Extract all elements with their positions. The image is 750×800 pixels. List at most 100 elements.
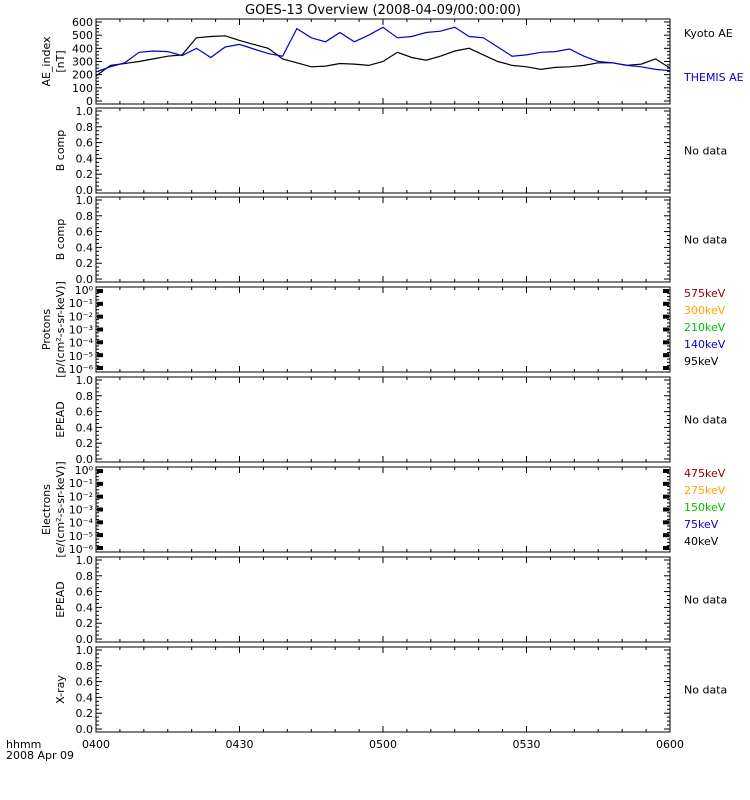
- y-tick-label: 0.0: [76, 184, 94, 197]
- y-tick-label: 0.8: [76, 210, 94, 223]
- log-edge-mark: [97, 366, 103, 370]
- y-tick-label: 1.0: [76, 105, 94, 118]
- channel-legend-150keV: 150keV: [684, 501, 726, 514]
- channel-legend-40keV: 40keV: [684, 535, 719, 548]
- y-tick-label: 1.0: [76, 644, 94, 657]
- series-legend-1: THEMIS AE: [683, 71, 744, 84]
- y-tick-label: 0.6: [76, 137, 94, 150]
- panel-frame: [95, 286, 671, 373]
- y-tick-label: 500: [72, 29, 93, 42]
- log-edge-mark: [97, 301, 103, 306]
- y-tick-label: 0.8: [76, 570, 94, 583]
- y-tick-label: 0.8: [76, 121, 94, 134]
- y-axis-label: B comp: [54, 219, 67, 261]
- y-axis-label: Protons: [40, 309, 53, 350]
- y-tick-label: 10⁰: [75, 284, 94, 297]
- channel-legend-475keV: 475keV: [684, 467, 726, 480]
- panel-frame: [95, 556, 671, 643]
- y-tick-label: 10⁻²: [69, 310, 93, 323]
- y-tick-label: 0.8: [76, 390, 94, 403]
- y-tick-label: 300: [72, 56, 93, 69]
- panel-frame: [95, 196, 671, 283]
- y-tick-label: 200: [72, 69, 93, 82]
- log-edge-mark-right: [663, 327, 669, 332]
- channel-legend-95keV: 95keV: [684, 355, 719, 368]
- log-edge-mark: [97, 327, 103, 332]
- y-axis-label: X-ray: [54, 675, 67, 704]
- channel-legend-210keV: 210keV: [684, 321, 726, 334]
- log-edge-mark-right: [663, 533, 669, 538]
- y-tick-label: 10⁻⁵: [69, 530, 93, 543]
- series-line-kyoto-ae: [95, 35, 671, 77]
- no-data-label: No data: [684, 684, 727, 697]
- y-tick-label: 0.4: [76, 601, 94, 614]
- log-edge-mark-right: [663, 520, 669, 525]
- figure-title: GOES-13 Overview (2008-04-09/00:00:00): [245, 3, 521, 18]
- no-data-label: No data: [684, 594, 727, 607]
- y-tick-label: 0.2: [76, 707, 94, 720]
- log-edge-mark-right: [663, 353, 669, 358]
- y-tick-label: 10⁻²: [69, 490, 93, 503]
- channel-legend-300keV: 300keV: [684, 304, 726, 317]
- y-tick-label: 0.6: [76, 676, 94, 689]
- y-tick-label: 0.4: [76, 152, 94, 165]
- log-edge-mark-right: [663, 507, 669, 512]
- y-axis-label: [e/(cm²-s-sr-keV)]: [54, 461, 67, 557]
- y-tick-label: 10⁻⁴: [69, 517, 94, 530]
- y-tick-label: 0.6: [76, 226, 94, 239]
- y-tick-label: 0.6: [76, 406, 94, 419]
- series-legend-0: Kyoto AE: [684, 27, 733, 40]
- panel-frame: [95, 466, 671, 553]
- channel-legend-575keV: 575keV: [684, 287, 726, 300]
- y-tick-label: 0.4: [76, 421, 94, 434]
- y-axis-label: EPEAD: [54, 401, 67, 438]
- log-edge-mark-right: [663, 301, 669, 306]
- date-label: 2008 Apr 09: [6, 749, 74, 762]
- x-tick-label: 0530: [513, 738, 541, 751]
- no-data-label: No data: [684, 414, 727, 427]
- channel-legend-75keV: 75keV: [684, 518, 719, 531]
- log-edge-mark-right: [663, 289, 669, 293]
- panel-7: 1.0 0.8 0.6 0.4 0.2 0.0 EPEAD No data: [54, 554, 727, 646]
- y-axis-label: Electrons: [40, 484, 53, 535]
- y-tick-label: 0.0: [76, 723, 94, 736]
- panel-frame: [95, 376, 671, 463]
- log-edge-mark-right: [663, 314, 669, 319]
- log-edge-mark: [97, 507, 103, 512]
- panel-frame: [95, 646, 671, 733]
- log-edge-mark: [97, 520, 103, 525]
- y-tick-label: 0.4: [76, 691, 94, 704]
- y-tick-label: 0.2: [76, 168, 94, 181]
- y-tick-label: 400: [72, 42, 93, 55]
- log-edge-mark: [97, 481, 103, 486]
- y-tick-label: 0.2: [76, 257, 94, 270]
- log-edge-mark-right: [663, 546, 669, 550]
- log-edge-mark: [97, 494, 103, 499]
- y-tick-label: 10⁻¹: [69, 477, 93, 490]
- log-edge-mark-right: [663, 366, 669, 370]
- y-tick-label: 1.0: [76, 194, 94, 207]
- y-tick-label: 0.8: [76, 660, 94, 673]
- panel-3: 1.0 0.8 0.6 0.4 0.2 0.0 B comp No data: [54, 194, 727, 286]
- log-edge-mark: [97, 533, 103, 538]
- x-tick-label: 0500: [369, 738, 397, 751]
- y-tick-label: 0: [86, 95, 93, 108]
- x-tick-label: 0400: [82, 738, 110, 751]
- y-tick-label: 600: [72, 16, 93, 29]
- log-edge-mark: [97, 469, 103, 473]
- y-tick-label: 0.4: [76, 241, 94, 254]
- panel-frame: [95, 107, 671, 194]
- y-tick-label: 0.2: [76, 617, 94, 630]
- y-tick-label: 10⁻³: [69, 504, 93, 517]
- y-tick-label: 100: [72, 82, 93, 95]
- channel-legend-140keV: 140keV: [684, 338, 726, 351]
- ae-series-group: [95, 26, 671, 77]
- y-tick-label: 0.0: [76, 453, 94, 466]
- y-tick-label: 0.2: [76, 437, 94, 450]
- x-tick-label: 0430: [226, 738, 254, 751]
